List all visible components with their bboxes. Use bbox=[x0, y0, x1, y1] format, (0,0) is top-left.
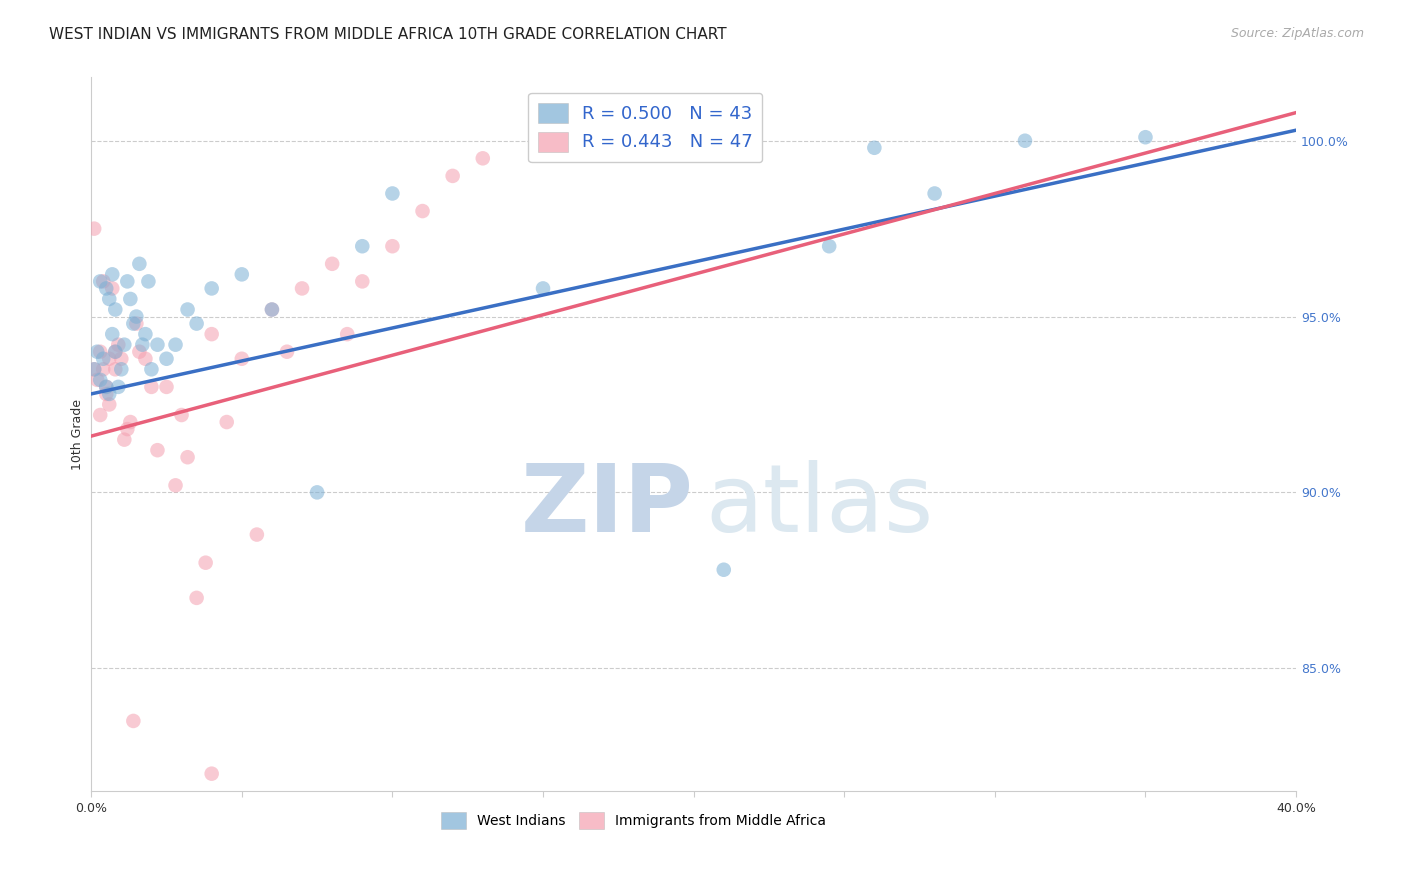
Point bbox=[112, 433, 135, 447]
Point bbox=[155, 351, 177, 366]
Point bbox=[104, 302, 127, 317]
Point bbox=[120, 415, 142, 429]
Point bbox=[117, 274, 139, 288]
Point bbox=[110, 351, 132, 366]
Point bbox=[86, 373, 108, 387]
Point bbox=[125, 317, 148, 331]
Point bbox=[260, 302, 283, 317]
Point bbox=[165, 337, 187, 351]
Point bbox=[381, 186, 404, 201]
Point bbox=[186, 317, 208, 331]
Point bbox=[131, 337, 153, 351]
Point bbox=[89, 274, 111, 288]
Point bbox=[83, 362, 105, 376]
Point bbox=[125, 310, 148, 324]
Point bbox=[231, 351, 253, 366]
Point bbox=[122, 714, 145, 728]
Point bbox=[91, 351, 114, 366]
Point bbox=[96, 281, 118, 295]
Point bbox=[104, 362, 127, 376]
Point bbox=[170, 408, 193, 422]
Text: atlas: atlas bbox=[706, 459, 934, 552]
Point bbox=[120, 292, 142, 306]
Point bbox=[336, 327, 359, 342]
Point bbox=[201, 281, 224, 295]
Point bbox=[107, 337, 129, 351]
Point bbox=[117, 422, 139, 436]
Point bbox=[291, 281, 314, 295]
Point bbox=[96, 387, 118, 401]
Text: WEST INDIAN VS IMMIGRANTS FROM MIDDLE AFRICA 10TH GRADE CORRELATION CHART: WEST INDIAN VS IMMIGRANTS FROM MIDDLE AF… bbox=[49, 27, 727, 42]
Point bbox=[201, 327, 224, 342]
Point bbox=[165, 478, 187, 492]
Point bbox=[201, 766, 224, 780]
Point bbox=[924, 186, 946, 201]
Y-axis label: 10th Grade: 10th Grade bbox=[72, 399, 84, 470]
Point bbox=[107, 380, 129, 394]
Point bbox=[215, 415, 238, 429]
Point bbox=[352, 274, 374, 288]
Point bbox=[89, 344, 111, 359]
Point bbox=[134, 327, 156, 342]
Point bbox=[83, 221, 105, 235]
Point bbox=[122, 317, 145, 331]
Point bbox=[321, 257, 343, 271]
Point bbox=[176, 450, 198, 465]
Point bbox=[1014, 134, 1036, 148]
Point bbox=[96, 380, 118, 394]
Point bbox=[531, 116, 554, 130]
Point bbox=[96, 380, 118, 394]
Point bbox=[104, 344, 127, 359]
Text: Source: ZipAtlas.com: Source: ZipAtlas.com bbox=[1230, 27, 1364, 40]
Text: ZIP: ZIP bbox=[520, 459, 693, 552]
Legend: West Indians, Immigrants from Middle Africa: West Indians, Immigrants from Middle Afr… bbox=[434, 806, 832, 834]
Point bbox=[146, 443, 169, 458]
Point bbox=[128, 257, 150, 271]
Point bbox=[176, 302, 198, 317]
Point bbox=[98, 292, 121, 306]
Point bbox=[138, 274, 160, 288]
Point bbox=[101, 281, 124, 295]
Point bbox=[352, 239, 374, 253]
Point bbox=[260, 302, 283, 317]
Point bbox=[89, 408, 111, 422]
Point bbox=[128, 344, 150, 359]
Point bbox=[441, 169, 464, 183]
Point bbox=[141, 380, 163, 394]
Point bbox=[91, 362, 114, 376]
Point bbox=[531, 281, 554, 295]
Point bbox=[86, 344, 108, 359]
Point bbox=[471, 151, 494, 165]
Point bbox=[276, 344, 298, 359]
Point bbox=[101, 268, 124, 282]
Point bbox=[83, 362, 105, 376]
Point bbox=[98, 351, 121, 366]
Point bbox=[194, 556, 217, 570]
Point bbox=[231, 268, 253, 282]
Point bbox=[104, 344, 127, 359]
Point bbox=[863, 141, 886, 155]
Point bbox=[91, 274, 114, 288]
Point bbox=[818, 239, 841, 253]
Point bbox=[1135, 130, 1157, 145]
Point bbox=[713, 563, 735, 577]
Point bbox=[307, 485, 329, 500]
Point bbox=[110, 362, 132, 376]
Point bbox=[412, 204, 434, 219]
Point bbox=[381, 239, 404, 253]
Point bbox=[186, 591, 208, 605]
Point bbox=[101, 327, 124, 342]
Point bbox=[246, 527, 269, 541]
Point bbox=[155, 380, 177, 394]
Point bbox=[112, 337, 135, 351]
Point bbox=[98, 397, 121, 411]
Point bbox=[134, 351, 156, 366]
Point bbox=[98, 387, 121, 401]
Point bbox=[146, 337, 169, 351]
Point bbox=[141, 362, 163, 376]
Point bbox=[89, 373, 111, 387]
